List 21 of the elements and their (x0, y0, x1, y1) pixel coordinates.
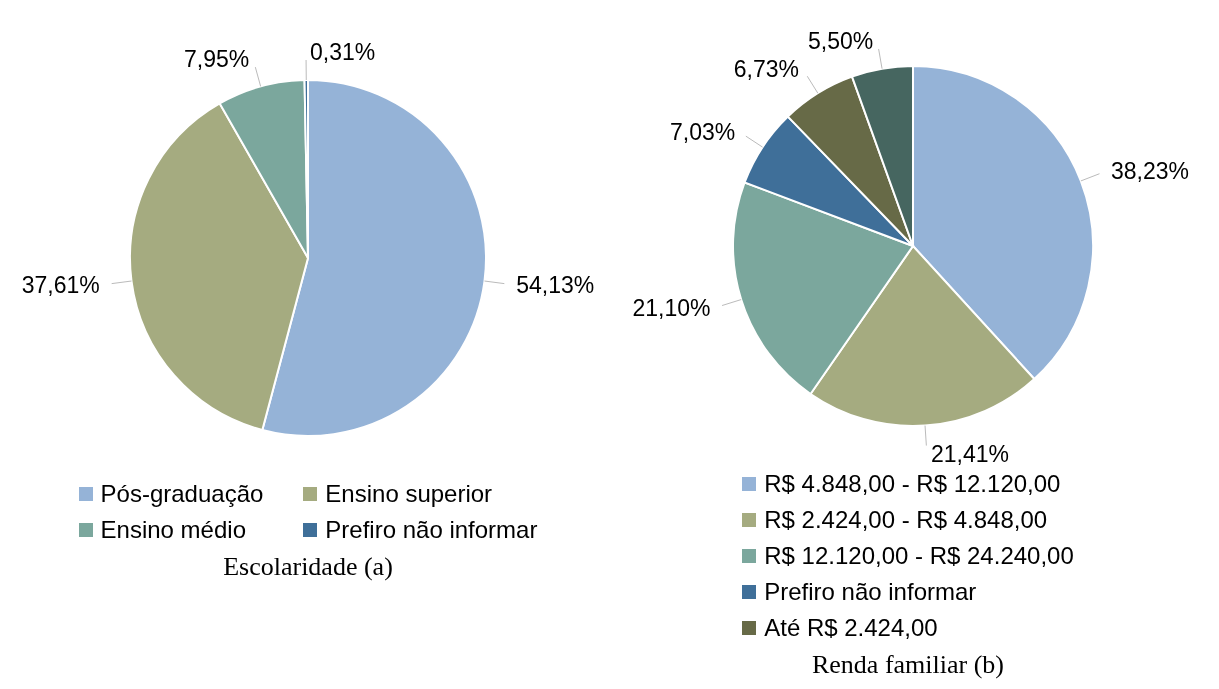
data-label: 5,50% (808, 28, 874, 55)
legend-label: R$ 2.424,00 - R$ 4.848,00 (764, 505, 1048, 535)
data-label: 7,03% (669, 118, 736, 145)
data-label: 38,23% (1110, 157, 1189, 184)
legend-label: Até R$ 2.424,00 (764, 613, 938, 643)
legend-label: Prefiro não informar (325, 515, 538, 545)
legend-label: Ensino superior (325, 479, 493, 509)
legend-label: R$ 12.120,00 - R$ 24.240,00 (764, 541, 1074, 571)
legend-label: Ensino médio (100, 515, 246, 545)
text: Renda familiar (b) (811, 650, 1005, 680)
data-label: 37,61% (21, 271, 100, 298)
data-label: 0,31% (309, 39, 376, 66)
text: Escolaridade (a) (223, 552, 393, 582)
legend-label: R$ 4.848,00 - R$ 12.120,00 (764, 469, 1061, 499)
data-label: 21,41% (930, 440, 1009, 467)
data-label: 6,73% (733, 56, 800, 83)
data-label: 7,95% (183, 46, 250, 73)
data-label: 54,13% (516, 271, 595, 298)
data-label: 21,10% (632, 294, 711, 321)
legend-label: Prefiro não informar (764, 577, 977, 607)
legend-label: Pós-graduação (100, 479, 264, 509)
